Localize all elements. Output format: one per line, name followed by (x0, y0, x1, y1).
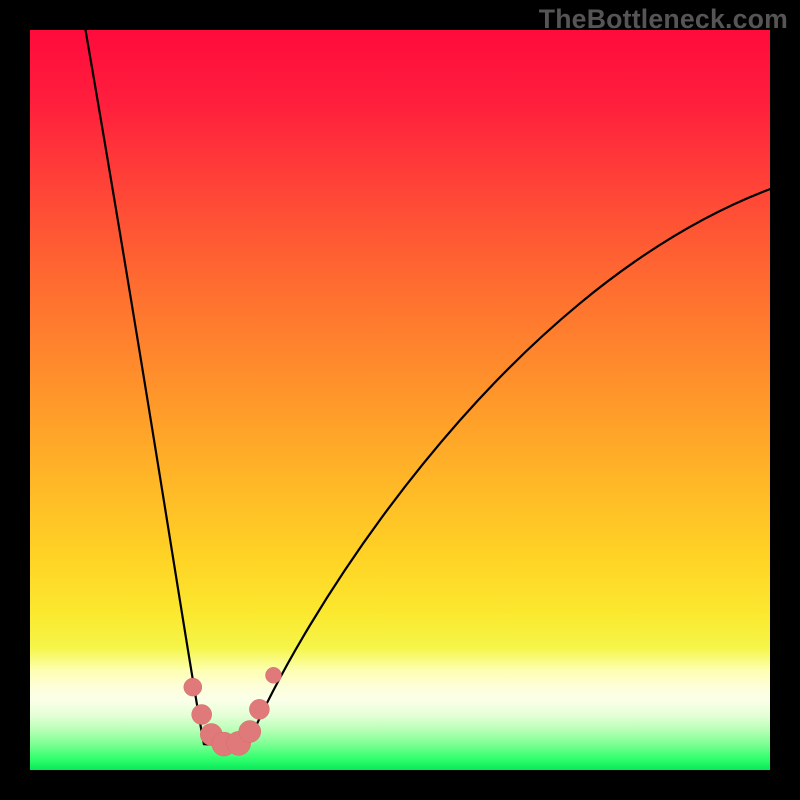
bottleneck-marker (192, 705, 212, 725)
bottleneck-marker (184, 678, 202, 696)
chart-plot-background (30, 30, 770, 770)
watermark-text: TheBottleneck.com (539, 4, 788, 35)
bottleneck-marker (249, 699, 269, 719)
bottleneck-marker (239, 721, 261, 743)
bottleneck-chart (0, 0, 800, 800)
bottleneck-marker (265, 667, 281, 683)
